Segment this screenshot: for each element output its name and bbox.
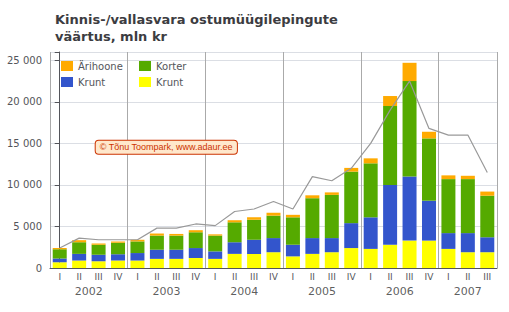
svg-text:III: III: [250, 272, 258, 282]
svg-text:II: II: [76, 272, 81, 282]
svg-text:I: I: [369, 272, 372, 282]
svg-text:15 000: 15 000: [7, 138, 42, 149]
svg-text:I: I: [214, 272, 217, 282]
svg-text:25 000: 25 000: [7, 55, 42, 66]
svg-text:Korter: Korter: [156, 61, 187, 72]
svg-text:2007: 2007: [454, 285, 482, 298]
svg-text:III: III: [406, 272, 414, 282]
svg-text:2004: 2004: [230, 285, 258, 298]
svg-text:Krunt: Krunt: [156, 77, 183, 88]
svg-text:väärtus, mln kr: väärtus, mln kr: [55, 29, 168, 44]
svg-text:I: I: [447, 272, 450, 282]
svg-text:II: II: [310, 272, 315, 282]
svg-text:I: I: [292, 272, 295, 282]
svg-text:5 000: 5 000: [13, 221, 42, 232]
svg-text:2003: 2003: [153, 285, 181, 298]
svg-text:Kinnis-/vallasvara ostumüügile: Kinnis-/vallasvara ostumüügilepingute: [55, 12, 338, 27]
svg-text:20 000: 20 000: [7, 96, 42, 107]
svg-text:IV: IV: [114, 272, 124, 282]
svg-text:II: II: [387, 272, 392, 282]
svg-text:III: III: [95, 272, 103, 282]
svg-text:III: III: [172, 272, 180, 282]
svg-text:0: 0: [36, 263, 42, 274]
svg-text:2005: 2005: [308, 285, 336, 298]
svg-text:10 000: 10 000: [7, 179, 42, 190]
svg-text:2002: 2002: [75, 285, 103, 298]
svg-text:IV: IV: [425, 272, 435, 282]
svg-text:II: II: [232, 272, 237, 282]
svg-text:I: I: [136, 272, 139, 282]
svg-text:Ärihoone: Ärihoone: [78, 60, 123, 72]
svg-text:III: III: [483, 272, 491, 282]
svg-text:II: II: [154, 272, 159, 282]
svg-text:I: I: [58, 272, 61, 282]
svg-text:© Tõnu Toompark, www.adaur.ee: © Tõnu Toompark, www.adaur.ee: [100, 142, 233, 152]
svg-text:II: II: [465, 272, 470, 282]
svg-text:IV: IV: [191, 272, 201, 282]
svg-text:2006: 2006: [386, 285, 414, 298]
svg-text:IV: IV: [347, 272, 357, 282]
svg-text:IV: IV: [269, 272, 279, 282]
svg-text:III: III: [328, 272, 336, 282]
svg-text:Krunt: Krunt: [78, 77, 105, 88]
